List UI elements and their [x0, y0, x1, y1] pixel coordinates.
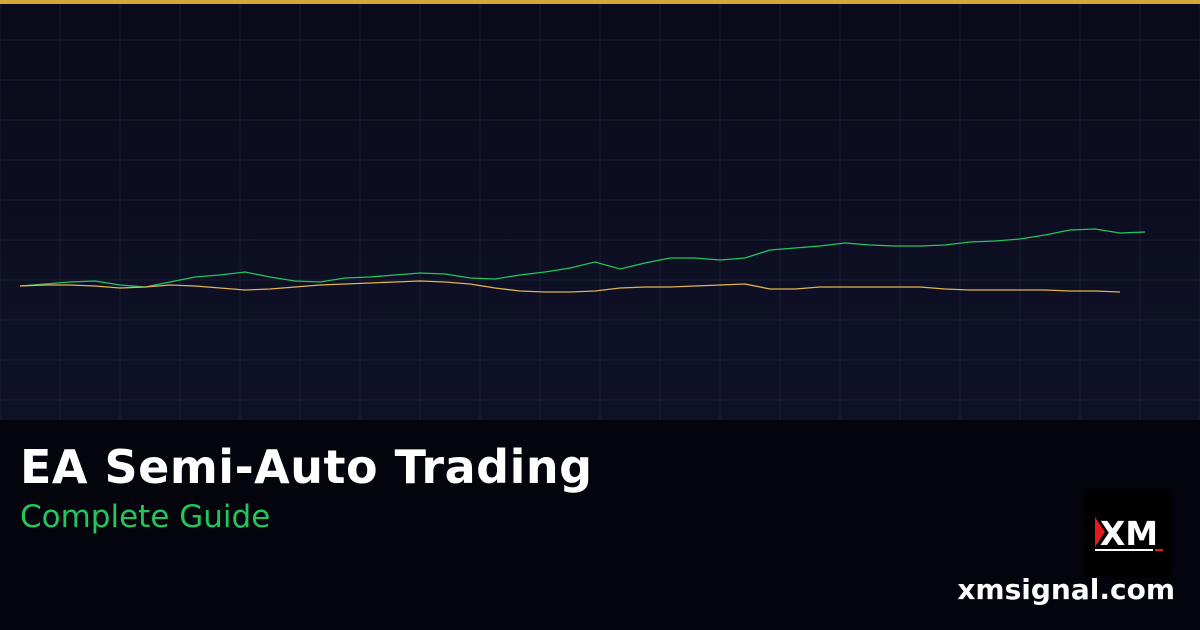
logo-text: XM — [1100, 514, 1158, 553]
series-line-0 — [19, 228, 1146, 288]
xm-logo-icon: XM — [1085, 489, 1172, 577]
series-line-1 — [19, 280, 1121, 293]
page-subtitle: Complete Guide — [20, 499, 271, 535]
accent-bar — [0, 0, 1200, 4]
page-title: EA Semi-Auto Trading — [20, 440, 593, 494]
site-url: xmsignal.com — [957, 573, 1175, 606]
footer-panel — [0, 420, 1200, 630]
background-chart — [0, 4, 1200, 420]
